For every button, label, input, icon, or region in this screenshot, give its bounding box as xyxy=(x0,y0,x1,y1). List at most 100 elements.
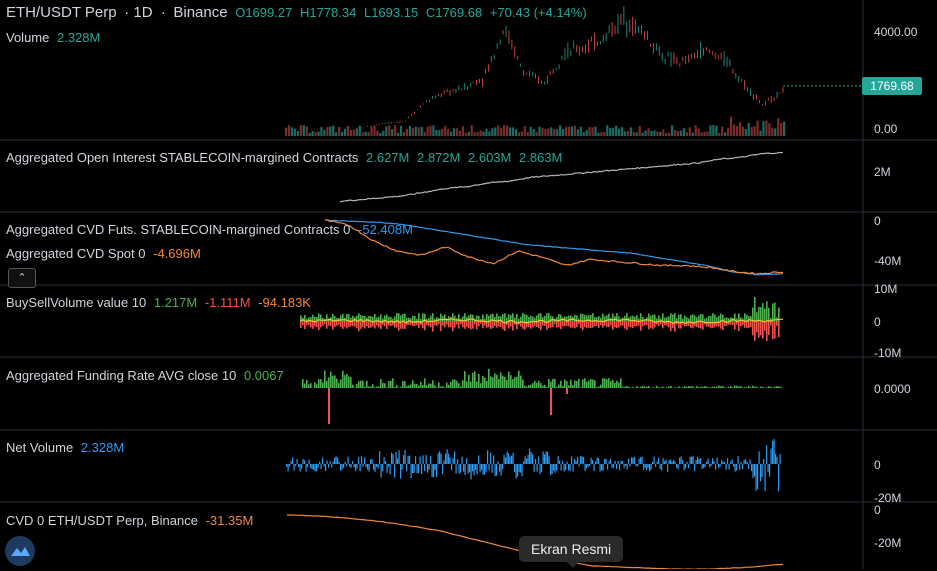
volume-bar-44 xyxy=(415,127,417,136)
netvol-bar-67 xyxy=(387,464,388,473)
volume-bar-158 xyxy=(751,127,753,136)
bsv-buy-225 xyxy=(750,316,752,322)
netvol-bar-81 xyxy=(408,456,409,464)
funding-axis-0: 0.0000 xyxy=(874,382,911,396)
funding-bar-12 xyxy=(326,381,328,388)
funding-bar-147 xyxy=(596,387,598,388)
funding-bar-103 xyxy=(508,372,510,388)
volume-bar-152 xyxy=(733,125,735,136)
oi-legend[interactable]: Aggregated Open Interest STABLECOIN-marg… xyxy=(6,150,566,165)
bsv-sell-55 xyxy=(410,322,412,325)
netvol-bar-89 xyxy=(420,456,421,464)
netvol-bar-56 xyxy=(370,459,371,464)
cvd-futs-legend[interactable]: Aggregated CVD Futs. STABLECOIN-margined… xyxy=(6,222,417,237)
app-logo-icon[interactable] xyxy=(5,536,35,566)
funding-bar-109 xyxy=(520,376,522,388)
volume-bar-67 xyxy=(482,132,484,136)
netvol-bar-88 xyxy=(418,464,419,473)
bsv-buy-202 xyxy=(704,319,706,322)
bsv-legend[interactable]: BuySellVolume value 10 1.217M -1.111M -9… xyxy=(6,295,315,310)
volume-bar-133 xyxy=(677,131,679,136)
funding-bar-239 xyxy=(780,387,782,388)
interval-label[interactable]: · 1D · xyxy=(124,4,166,21)
volume-bar-23 xyxy=(353,130,355,136)
netvol-bar-181 xyxy=(558,456,559,464)
volume-bar-132 xyxy=(674,130,676,136)
bsv-sell-94 xyxy=(488,322,490,327)
bsv-sell-239 xyxy=(778,322,780,337)
volume-bar-39 xyxy=(400,126,402,136)
funding-bar-105 xyxy=(512,379,514,388)
netvol-bar-3 xyxy=(291,461,292,464)
volume-bar-120 xyxy=(639,126,641,136)
netvol-bar-301 xyxy=(738,456,739,464)
netvol-bar-287 xyxy=(717,457,718,464)
netvol-bar-245 xyxy=(654,456,655,464)
bsv-sell-125 xyxy=(550,322,552,327)
volume-bar-114 xyxy=(621,127,623,136)
bsv-sell-58 xyxy=(416,322,418,325)
funding-bar-162 xyxy=(626,386,628,388)
volume-bar-148 xyxy=(721,126,723,136)
bsv-sell-96 xyxy=(492,322,494,328)
netvol-bar-212 xyxy=(604,459,605,464)
funding-bar-224 xyxy=(750,387,752,388)
funding-bar-211 xyxy=(724,387,726,388)
netvol-value: 2.328M xyxy=(81,440,124,455)
funding-bar-203 xyxy=(708,387,710,388)
funding-bar-95 xyxy=(492,377,494,388)
bsv-sell-11 xyxy=(322,322,324,326)
netvol-bar-269 xyxy=(690,457,691,464)
funding-bar-86 xyxy=(474,371,476,388)
netvol-bar-42 xyxy=(349,464,350,467)
netvol-bar-268 xyxy=(688,464,689,468)
bsv-sell-28 xyxy=(356,322,358,328)
cvd-spot-legend[interactable]: Aggregated CVD Spot 0 -4.696M xyxy=(6,246,205,261)
bsv-buy-213 xyxy=(726,317,728,322)
netvol-bar-114 xyxy=(457,459,458,464)
bsv-sell-172 xyxy=(644,322,646,325)
netvol-bar-183 xyxy=(561,464,562,471)
volume-bar-113 xyxy=(618,129,620,136)
netvol-bar-252 xyxy=(664,461,665,464)
funding-legend[interactable]: Aggregated Funding Rate AVG close 10 0.0… xyxy=(6,368,288,383)
netvol-bar-319 xyxy=(765,464,766,491)
volume-bar-55 xyxy=(447,129,449,136)
funding-bar-6 xyxy=(314,382,316,388)
bsv-sell-228 xyxy=(756,322,758,332)
volume-bar-56 xyxy=(450,132,452,136)
netvol-bar-16 xyxy=(310,464,311,468)
volume-bar-65 xyxy=(477,132,479,136)
netvol-bar-182 xyxy=(559,460,560,464)
collapse-legend-button[interactable]: ⌃ xyxy=(8,268,36,288)
volume-bar-146 xyxy=(715,126,717,136)
volume-bar-12 xyxy=(320,127,322,136)
bsv-sell-141 xyxy=(582,322,584,330)
bsv-sell-136 xyxy=(572,322,574,328)
netvol-bar-72 xyxy=(394,464,395,477)
volume-bar-3 xyxy=(294,129,296,136)
volume-bar-43 xyxy=(412,128,414,136)
volume-bar-41 xyxy=(406,129,408,136)
exchange-label: Binance xyxy=(173,4,227,21)
volume-bar-165 xyxy=(771,128,773,136)
netvol-bar-113 xyxy=(456,464,457,473)
funding-bar-89 xyxy=(480,383,482,388)
bsv-sell-88 xyxy=(476,322,478,329)
volume-bar-20 xyxy=(344,129,346,136)
bsv-sell-54 xyxy=(408,322,410,325)
bsv-buy-189 xyxy=(678,315,680,322)
main-legend[interactable]: ETH/USDT Perp · 1D · Binance O1699.27 H1… xyxy=(6,4,591,21)
volume-legend[interactable]: Volume 2.328M xyxy=(6,30,104,45)
cvd-legend[interactable]: CVD 0 ETH/USDT Perp, Binance -31.35M xyxy=(6,513,257,528)
bsv-sell-138 xyxy=(576,322,578,327)
netvol-bar-46 xyxy=(355,464,356,471)
funding-bar-66 xyxy=(434,385,436,388)
netvol-legend[interactable]: Net Volume 2.328M xyxy=(6,440,128,455)
symbol-title[interactable]: ETH/USDT Perp xyxy=(6,4,117,21)
netvol-bar-295 xyxy=(729,464,730,470)
netvol-bar-127 xyxy=(477,464,478,474)
funding-bar-93 xyxy=(488,369,490,388)
bsv-sell-135 xyxy=(570,322,572,328)
